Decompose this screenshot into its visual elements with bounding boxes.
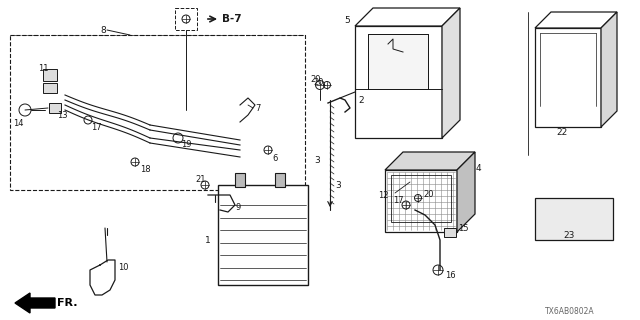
- Text: 9: 9: [235, 203, 240, 212]
- Text: 18: 18: [140, 164, 150, 173]
- Text: 2: 2: [358, 95, 364, 105]
- Text: 22: 22: [556, 127, 567, 137]
- Text: 19: 19: [181, 140, 191, 148]
- Bar: [275, 173, 285, 187]
- Bar: [385, 170, 457, 232]
- Text: 17: 17: [91, 123, 102, 132]
- Text: B-7: B-7: [222, 14, 242, 24]
- Polygon shape: [385, 152, 475, 170]
- Text: 3: 3: [314, 156, 320, 164]
- Bar: [235, 173, 245, 187]
- Text: 7: 7: [255, 103, 260, 113]
- Bar: [49, 103, 61, 113]
- Polygon shape: [15, 293, 55, 313]
- Polygon shape: [457, 152, 475, 232]
- Text: 20: 20: [313, 77, 323, 86]
- Text: 16: 16: [445, 270, 456, 279]
- Text: 3: 3: [335, 180, 340, 189]
- Text: 23: 23: [563, 230, 574, 239]
- Text: TX6AB0802A: TX6AB0802A: [545, 308, 595, 316]
- Text: 1: 1: [205, 236, 211, 244]
- Text: 10: 10: [118, 263, 129, 273]
- Bar: [10, 35, 305, 190]
- Polygon shape: [355, 8, 460, 26]
- Text: 5: 5: [344, 15, 349, 25]
- Bar: [391, 175, 451, 222]
- Bar: [355, 26, 442, 138]
- Polygon shape: [535, 12, 617, 28]
- Bar: [43, 69, 57, 81]
- Bar: [175, 8, 197, 30]
- Text: 21: 21: [195, 174, 205, 183]
- Text: 6: 6: [272, 154, 277, 163]
- Text: 8: 8: [100, 26, 106, 35]
- Text: FR.: FR.: [57, 298, 77, 308]
- Text: 14: 14: [13, 118, 24, 127]
- Text: 20: 20: [310, 75, 321, 84]
- Text: 11: 11: [38, 63, 49, 73]
- Text: 4: 4: [476, 164, 482, 172]
- Bar: [368, 34, 428, 89]
- Polygon shape: [601, 12, 617, 127]
- Bar: [535, 28, 601, 127]
- Bar: [535, 198, 613, 240]
- Polygon shape: [442, 8, 460, 138]
- Text: 15: 15: [458, 223, 468, 233]
- Text: 20: 20: [423, 189, 433, 198]
- Text: 13: 13: [57, 110, 68, 119]
- Bar: [43, 83, 57, 93]
- Bar: [218, 185, 308, 285]
- Text: 12: 12: [378, 190, 388, 199]
- Bar: [444, 228, 456, 236]
- Text: 17: 17: [393, 196, 404, 204]
